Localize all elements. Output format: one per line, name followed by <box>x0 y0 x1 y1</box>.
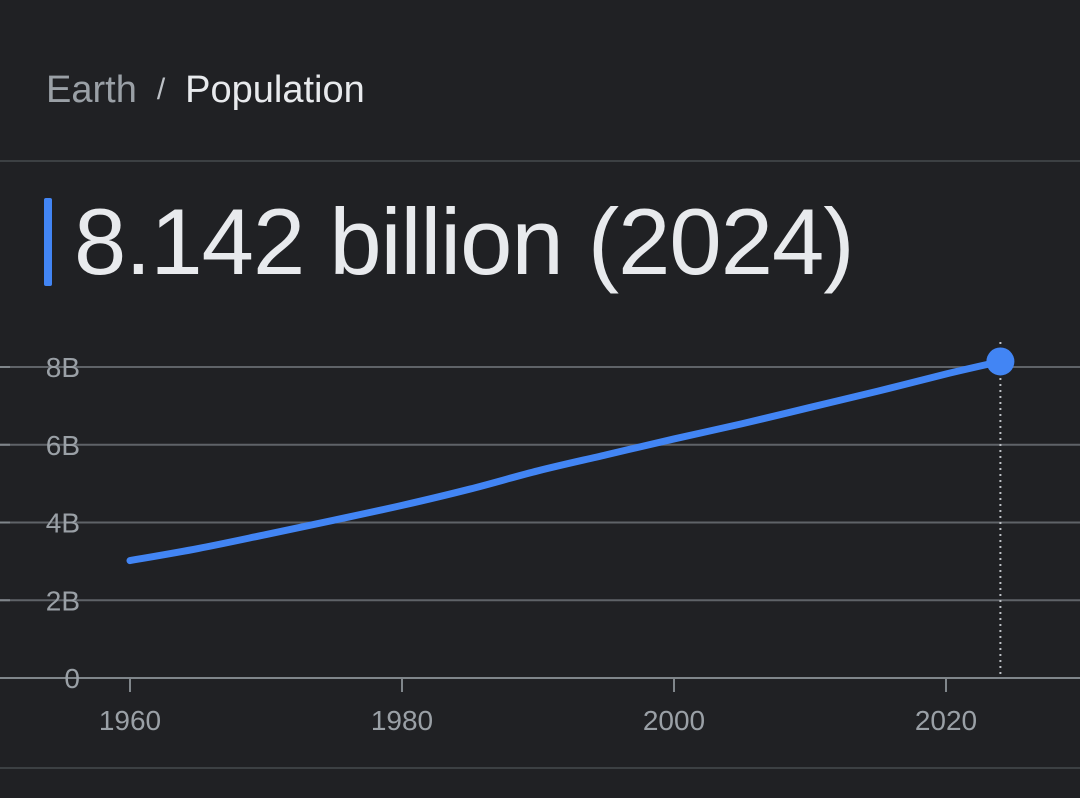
top-divider <box>0 160 1080 162</box>
highlight-point-2024[interactable] <box>986 347 1015 376</box>
population-series-line <box>126 357 1004 565</box>
y-tick-label: 6B <box>46 430 80 461</box>
x-tick-label: 2020 <box>915 705 977 736</box>
population-value: 8.142 billion (2024) <box>74 189 855 294</box>
bottom-divider <box>0 767 1080 769</box>
breadcrumb-earth-link[interactable]: Earth <box>46 69 137 111</box>
x-tick-label: 2000 <box>643 705 705 736</box>
population-line-chart[interactable]: 0 2B 4B 6B 8B 1960 1980 2000 2020 <box>0 320 1080 740</box>
y-tick-label: 2B <box>46 585 80 616</box>
breadcrumb-current-page: Population <box>185 69 365 111</box>
value-accent-bar <box>44 198 52 286</box>
breadcrumb: Earth / Population <box>46 66 365 114</box>
x-tick-label: 1980 <box>371 705 433 736</box>
y-tick-label: 8B <box>46 352 80 383</box>
y-tick-label: 0 <box>64 663 80 694</box>
y-tick-label: 4B <box>46 508 80 539</box>
x-tick-label: 1960 <box>99 705 161 736</box>
breadcrumb-separator: / <box>156 73 166 106</box>
